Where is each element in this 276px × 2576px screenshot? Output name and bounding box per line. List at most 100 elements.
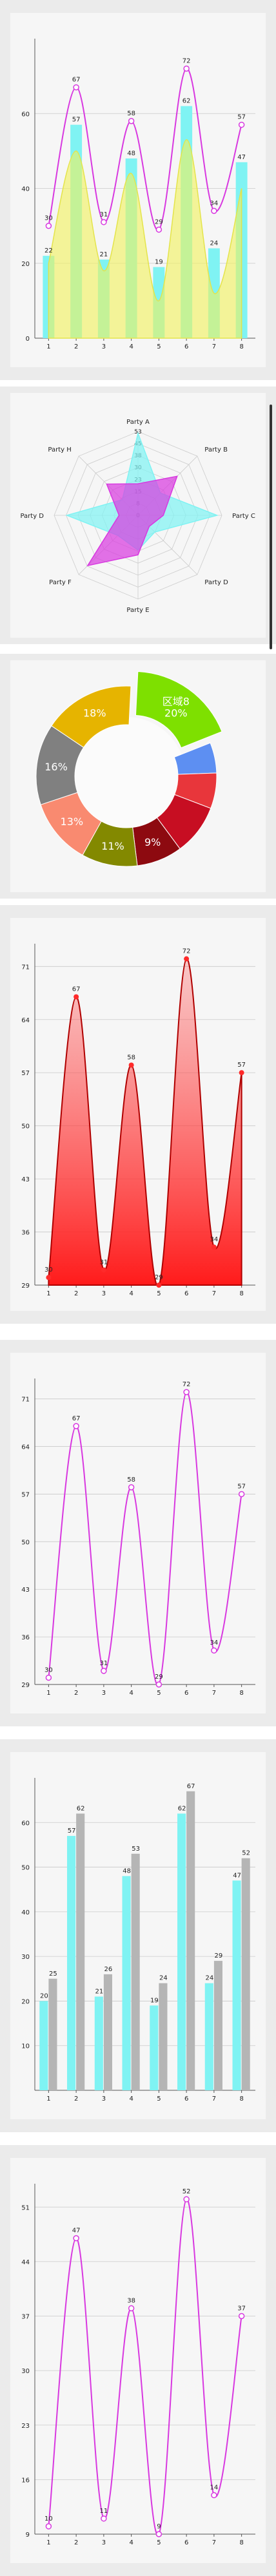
donut-slice	[135, 671, 222, 749]
bar-data-label: 21	[95, 1989, 103, 1996]
line-chart[interactable]: 29 36 43 50 57 64 71 1 2 3 4 5 6 7 8 30 67 31 58 29 72 34 57	[10, 1353, 266, 1713]
x-tick-label: 7	[212, 1290, 216, 1297]
bar	[213, 1961, 222, 2090]
bar	[76, 1813, 85, 2090]
line-data-label: 58	[127, 110, 135, 117]
chart-panel-5: 29 36 43 50 57 64 71 1 2 3 4 5 6 7 8 30 67 31 58 29 72 34 57	[0, 1340, 276, 1726]
y-tick-label: 50	[21, 1539, 30, 1546]
area-data-label: 67	[72, 986, 81, 993]
area-data-label: 72	[182, 948, 191, 955]
line-data-label: 34	[210, 1639, 219, 1646]
bar-data-label: 26	[104, 1966, 113, 1973]
line-point	[73, 2235, 79, 2242]
line-point	[183, 65, 190, 72]
area-data-label: 57	[237, 1062, 246, 1069]
radar-axis-label: Party C	[232, 513, 255, 520]
x-tick-label: 3	[102, 1290, 106, 1297]
x-tick-label: 7	[212, 1690, 216, 1697]
bar-data-label: 62	[182, 98, 191, 105]
line-data-label: 72	[182, 58, 191, 65]
x-tick-label: 8	[239, 343, 243, 350]
radar-axis-label: Party E	[126, 607, 149, 614]
line-point	[155, 226, 163, 233]
chart-panel-4: 29 36 43 50 57 64 71 1 2 3 4 5 6 7 8 30 67 31 58 29 72 34 57	[0, 905, 276, 1324]
bar-data-label: 47	[237, 154, 246, 161]
line-data-label: 58	[127, 1476, 135, 1484]
line-chart-2[interactable]: 9 16 23 30 37 44 51 1 2 3 4 5 6 7 8 10 47 11 38 9 52 14 37	[10, 2158, 266, 2563]
bar-data-label: 25	[49, 1970, 57, 1978]
donut-slice-label: 13%	[61, 816, 84, 828]
donut-chart[interactable]: 区域8 20% 9% 11% 13% 16% 18%	[10, 660, 266, 892]
line-point	[155, 2531, 163, 2537]
x-tick-label: 2	[74, 343, 78, 350]
y-tick-label: 50	[21, 1123, 30, 1131]
area-point	[211, 1245, 217, 1250]
x-tick-label: 5	[157, 2539, 161, 2546]
radar-axis-label: Party D	[204, 579, 228, 586]
line-point	[183, 1389, 190, 1395]
x-tick-label: 6	[184, 343, 188, 350]
radar-chart-canvas: Party A Party B Party C Party D Party E Party…	[20, 419, 255, 614]
x-tick-label: 8	[239, 2539, 243, 2546]
donut-inner-ring	[67, 717, 186, 835]
bar	[232, 1880, 241, 2090]
chart-panel-2: Party A Party B Party C Party D Party E Party…	[0, 386, 276, 644]
bar-data-label: 57	[72, 117, 81, 124]
radar-axis-label: Party A	[126, 419, 150, 426]
x-tick-label: 1	[46, 343, 50, 350]
bar-data-label: 20	[40, 1992, 48, 1999]
y-tick-label: 40	[21, 186, 30, 193]
line-data-label: 34	[210, 200, 219, 207]
y-tick-label: 51	[21, 2204, 30, 2211]
x-tick-label: 5	[157, 1690, 161, 1697]
line-point	[45, 1674, 52, 1681]
x-tick-label: 7	[212, 2539, 216, 2546]
line-data-label: 47	[72, 2228, 81, 2235]
bar	[204, 1983, 213, 2090]
area-data-label: 31	[100, 1259, 108, 1266]
line-data-label: 31	[100, 1660, 108, 1667]
x-tick-label: 3	[102, 2095, 106, 2103]
bar-data-label: 24	[210, 240, 219, 247]
x-tick-label: 5	[157, 1290, 161, 1297]
line-point	[73, 1423, 79, 1429]
y-tick-label: 9	[26, 2532, 30, 2539]
line-point	[211, 207, 217, 215]
line-data-label: 57	[237, 114, 246, 121]
bar-data-label: 57	[68, 1827, 76, 1835]
x-tick-label: 3	[102, 2539, 106, 2546]
y-tick-label: 50	[21, 1865, 30, 1872]
y-tick-label: 64	[21, 1444, 30, 1451]
x-tick-label: 4	[129, 1290, 133, 1297]
combo-bar-line-chart[interactable]: 0 20 40 60 1 2 3 4 5 6 7 8 30 67 31 58 29 72 34 57 22 57 21 48 1…	[10, 13, 266, 367]
area-point	[46, 1275, 52, 1281]
y-tick-label: 71	[21, 1397, 30, 1404]
donut-slice-label: 9%	[144, 836, 161, 848]
radar-chart[interactable]: Party A Party B Party C Party D Party E Party…	[10, 393, 266, 638]
y-tick-label: 64	[21, 1017, 30, 1024]
line-data-label: 14	[210, 2485, 219, 2492]
y-tick-label: 37	[21, 2314, 30, 2321]
y-tick-label: 57	[21, 1491, 30, 1498]
scrollbar[interactable]	[270, 405, 272, 649]
area-chart[interactable]: 29 36 43 50 57 64 71 1 2 3 4 5 6 7 8 30 67 31 58 29 72 34 57	[10, 918, 266, 1311]
bar-data-label: 19	[155, 259, 163, 266]
x-tick-label: 1	[46, 2539, 50, 2546]
bar	[94, 1996, 103, 2090]
y-tick-label: 10	[21, 2043, 30, 2050]
y-tick-label: 57	[21, 1070, 30, 1077]
y-tick-label: 29	[21, 1682, 30, 1689]
bar	[159, 1983, 168, 2090]
line-data-label: 52	[182, 2188, 191, 2195]
line-data-label: 30	[44, 215, 53, 222]
line-point	[101, 219, 107, 225]
bar	[67, 1836, 76, 2090]
grouped-bar-chart[interactable]: 10 20 30 40 50 60 1 2 3 4 5 6 7 8 20 25 57 62 21 26 48 53 19 24…	[10, 1752, 266, 2119]
line-point	[45, 2523, 52, 2530]
y-tick-label: 36	[21, 1634, 30, 1641]
y-tick-label: 23	[21, 2423, 30, 2430]
y-tick-label: 60	[21, 1820, 30, 1827]
